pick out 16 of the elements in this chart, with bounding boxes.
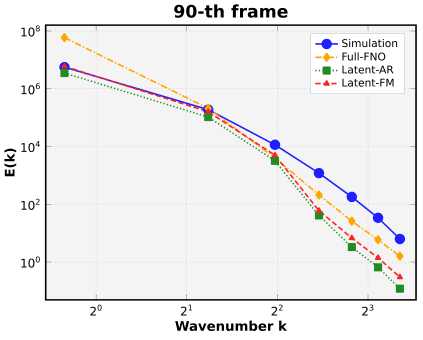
y-tick-label: 10$^{2}$ (21, 198, 40, 210)
legend-label: Latent-FM (342, 78, 394, 87)
x-tick-label: 2$^{0}$ (90, 304, 102, 316)
legend-label: Latent-AR (342, 66, 394, 74)
y-tick-label: 10$^{4}$ (21, 141, 40, 152)
x-tick-label: 2$^{1}$ (180, 304, 192, 316)
y-tick-label: 10$^{6}$ (21, 83, 40, 94)
x-tick-label: 2$^{2}$ (272, 304, 283, 316)
chart-title: 90-th frame (174, 4, 288, 18)
legend-label: Full-FNO (342, 52, 386, 61)
y-tick-label: 10$^{0}$ (21, 256, 40, 268)
x-axis-title: Wavenumber k (175, 320, 288, 332)
y-tick-label: 10$^{8}$ (21, 26, 40, 37)
legend-label: Simulation (342, 39, 398, 48)
y-axis-title: E(k) (4, 148, 16, 176)
x-tick-label: 2$^{3}$ (362, 304, 374, 316)
